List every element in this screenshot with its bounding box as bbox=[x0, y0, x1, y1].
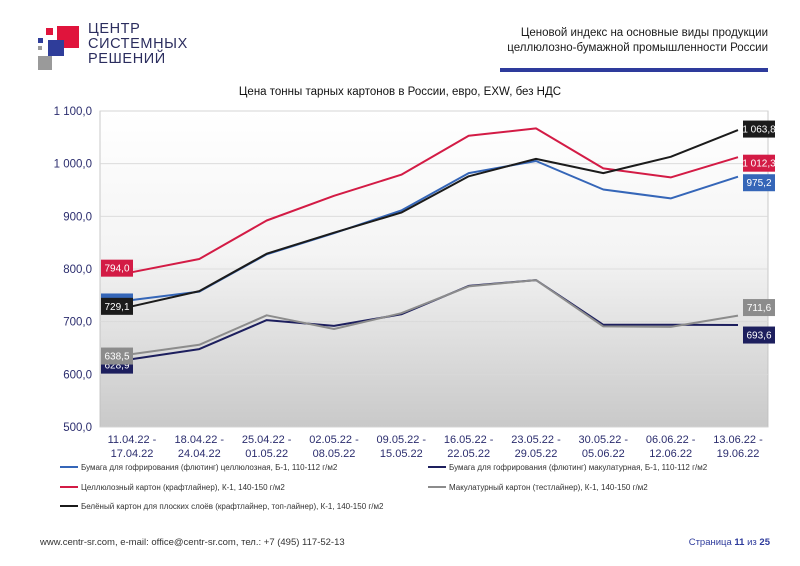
data-label-2-end: 693,6 bbox=[743, 326, 775, 344]
y-tick-label: 700,0 bbox=[63, 317, 92, 329]
x-tick-label: 25.04.22 - bbox=[242, 434, 292, 446]
data-label-5-end: 1 063,8 bbox=[742, 120, 776, 138]
x-tick-label: 30.05.22 - bbox=[579, 434, 629, 446]
data-label-text: 729,1 bbox=[104, 302, 129, 313]
legend-label: Макулатурный картон (тестлайнер), К-1, 1… bbox=[449, 483, 648, 492]
data-label-1-end: 975,2 bbox=[743, 174, 775, 192]
y-tick-label: 1 100,0 bbox=[54, 106, 92, 118]
data-label-box bbox=[743, 299, 775, 317]
data-label-text: 693,6 bbox=[746, 331, 771, 342]
x-tick-label: 08.05.22 bbox=[313, 448, 356, 460]
x-tick-label: 23.05.22 - bbox=[511, 434, 561, 446]
data-label-text: 628,9 bbox=[104, 361, 129, 372]
footer-contacts: www.centr-sr.com, e-mail: office@centr-s… bbox=[40, 537, 345, 548]
data-label-text: 975,2 bbox=[746, 178, 771, 189]
x-tick-label: 15.05.22 bbox=[380, 448, 423, 460]
legend-item-1: Бумага для гофрирования (флютинг) целлюл… bbox=[60, 463, 338, 472]
legend-label: Белёный картон для плоских слоёв (крафтл… bbox=[81, 502, 384, 511]
document-title-line-2: целлюлозно-бумажной промышленности Росси… bbox=[507, 42, 768, 54]
x-tick-label: 09.05.22 - bbox=[377, 434, 427, 446]
data-label-text: 638,5 bbox=[104, 352, 129, 363]
legend-item-4: Макулатурный картон (тестлайнер), К-1, 1… bbox=[428, 483, 648, 492]
data-label-4-start: 638,5 bbox=[101, 347, 133, 365]
legend-label: Бумага для гофрирования (флютинг) целлюл… bbox=[81, 463, 338, 472]
x-tick-label: 12.06.22 bbox=[649, 448, 692, 460]
logo-text: ЦЕНТР СИСТЕМНЫХ РЕШЕНИЙ bbox=[88, 22, 188, 67]
x-tick-label: 18.04.22 - bbox=[175, 434, 225, 446]
x-tick-label: 16.05.22 - bbox=[444, 434, 494, 446]
x-tick-label: 22.05.22 bbox=[447, 448, 490, 460]
series-line-4 bbox=[131, 279, 739, 356]
x-tick-label: 24.04.22 bbox=[178, 448, 221, 460]
x-tick-label: 19.06.22 bbox=[717, 448, 760, 460]
logo-line-2: СИСТЕМНЫХ bbox=[88, 36, 188, 52]
legend-item-5: Белёный картон для плоских слоёв (крафтл… bbox=[60, 502, 384, 511]
document-title-line-1: Ценовой индекс на основные виды продукци… bbox=[520, 27, 768, 39]
data-label-box bbox=[101, 297, 133, 315]
legend-label: Бумага для гофрирования (флютинг) макула… bbox=[449, 463, 708, 472]
data-label-box bbox=[743, 120, 775, 138]
logo-line-1: ЦЕНТР bbox=[88, 21, 141, 37]
y-tick-label: 800,0 bbox=[63, 264, 92, 276]
data-label-3-end: 1 012,3 bbox=[742, 154, 776, 172]
y-tick-label: 1 000,0 bbox=[54, 159, 92, 171]
series-line-5 bbox=[131, 129, 739, 308]
page-current: 11 bbox=[734, 537, 745, 548]
x-tick-label: 11.04.22 - bbox=[108, 434, 157, 446]
x-tick-label: 17.04.22 bbox=[111, 448, 154, 460]
y-tick-label: 600,0 bbox=[63, 369, 92, 381]
legend-item-2: Бумага для гофрирования (флютинг) макула… bbox=[428, 463, 708, 472]
data-label-box bbox=[101, 259, 133, 277]
data-label-text: 711,6 bbox=[747, 303, 772, 314]
page-prefix: Страница bbox=[688, 537, 732, 548]
y-tick-label: 500,0 bbox=[63, 422, 92, 434]
logo-mark-icon bbox=[38, 26, 79, 70]
x-tick-label: 05.06.22 bbox=[582, 448, 625, 460]
data-label-box bbox=[743, 154, 775, 172]
y-tick-label: 900,0 bbox=[63, 211, 92, 223]
x-tick-label: 06.06.22 - bbox=[646, 434, 696, 446]
page-total: 25 bbox=[759, 537, 770, 548]
x-tick-label: 02.05.22 - bbox=[309, 434, 359, 446]
data-label-box bbox=[101, 347, 133, 365]
logo-line-3: РЕШЕНИЙ bbox=[88, 51, 166, 67]
series-line-3 bbox=[131, 127, 739, 274]
page-number: Страница 11 из 25 bbox=[689, 537, 770, 548]
data-label-4-end: 711,6 bbox=[743, 299, 775, 317]
data-label-box bbox=[743, 174, 775, 192]
x-tick-label: 29.05.22 bbox=[515, 448, 558, 460]
data-label-text: 1 012,3 bbox=[742, 159, 776, 170]
page-sep: из bbox=[747, 537, 757, 548]
data-label-box bbox=[743, 326, 775, 344]
data-label-text: 1 063,8 bbox=[742, 125, 776, 136]
document-title: Ценовой индекс на основные виды продукци… bbox=[438, 26, 768, 56]
chart-title: Цена тонны тарных картонов в России, евр… bbox=[238, 86, 562, 98]
legend-item-3: Целлюлозный картон (крафтлайнер), К-1, 1… bbox=[60, 483, 285, 492]
data-label-text: 794,0 bbox=[104, 264, 129, 275]
header-accent-bar bbox=[500, 68, 768, 72]
x-tick-label: 13.06.22 - bbox=[713, 434, 763, 446]
company-logo: ЦЕНТР СИСТЕМНЫХ РЕШЕНИЙ bbox=[36, 22, 188, 78]
data-label-3-start: 794,0 bbox=[101, 259, 133, 277]
legend-label: Целлюлозный картон (крафтлайнер), К-1, 1… bbox=[81, 483, 285, 492]
x-tick-label: 01.05.22 bbox=[245, 448, 288, 460]
data-label-5-start: 729,1 bbox=[101, 297, 133, 315]
